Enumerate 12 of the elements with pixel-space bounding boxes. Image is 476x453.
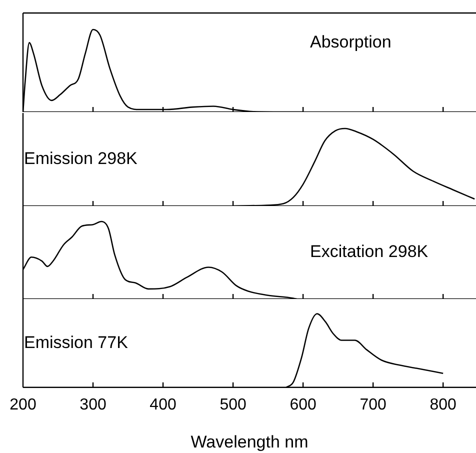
x-tick-label: 400	[150, 396, 176, 414]
x-tick-label: 700	[360, 396, 387, 414]
x-tick-label: 800	[430, 396, 457, 414]
x-axis-title: Wavelength nm	[190, 432, 308, 452]
x-tick-label: 500	[220, 396, 246, 414]
x-tick-label: 300	[80, 396, 106, 414]
text: Emission 298K	[24, 149, 138, 168]
chart-title: Absorption	[310, 32, 392, 52]
x-tick-label: 600	[290, 396, 317, 414]
text: Emission 77K	[24, 332, 129, 352]
x-tick-label: 200	[10, 396, 36, 414]
text: Excitation 298K	[310, 242, 429, 262]
